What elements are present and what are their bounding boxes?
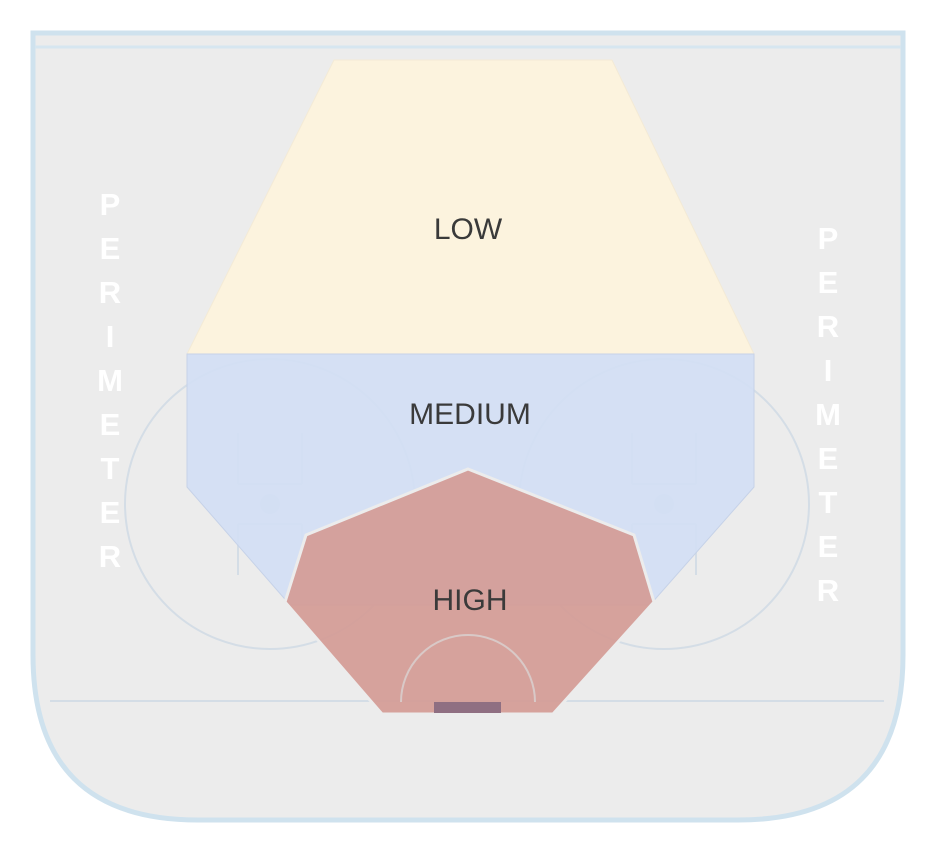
perimeter-right-letter: T	[819, 485, 838, 520]
perimeter-right-letter: E	[818, 529, 839, 564]
perimeter-left-letter: E	[100, 231, 121, 266]
perimeter-left-letter: P	[100, 187, 121, 222]
perimeter-right-letter: E	[818, 265, 839, 300]
perimeter-right-letter: P	[818, 221, 839, 256]
low-zone-label: LOW	[434, 213, 503, 246]
high-zone	[283, 467, 656, 716]
perimeter-left-letter: E	[100, 407, 121, 442]
medium-zone-label: MEDIUM	[409, 398, 531, 431]
perimeter-left-letter: R	[99, 539, 121, 574]
perimeter-left-letter: E	[100, 495, 121, 530]
perimeter-right-letter: E	[818, 441, 839, 476]
high-zone-label: HIGH	[433, 584, 508, 617]
perimeter-right-letter: M	[815, 397, 841, 432]
perimeter-left-letter: M	[97, 363, 123, 398]
perimeter-right-letter: R	[817, 309, 839, 344]
perimeter-left-letter: I	[106, 319, 115, 354]
perimeter-right-letter: I	[824, 353, 833, 388]
perimeter-left-letter: T	[101, 451, 120, 486]
goal-net	[434, 702, 501, 713]
perimeter-right-letter: R	[817, 573, 839, 608]
goal-crease	[400, 634, 536, 703]
perimeter-left-letter: R	[99, 275, 121, 310]
